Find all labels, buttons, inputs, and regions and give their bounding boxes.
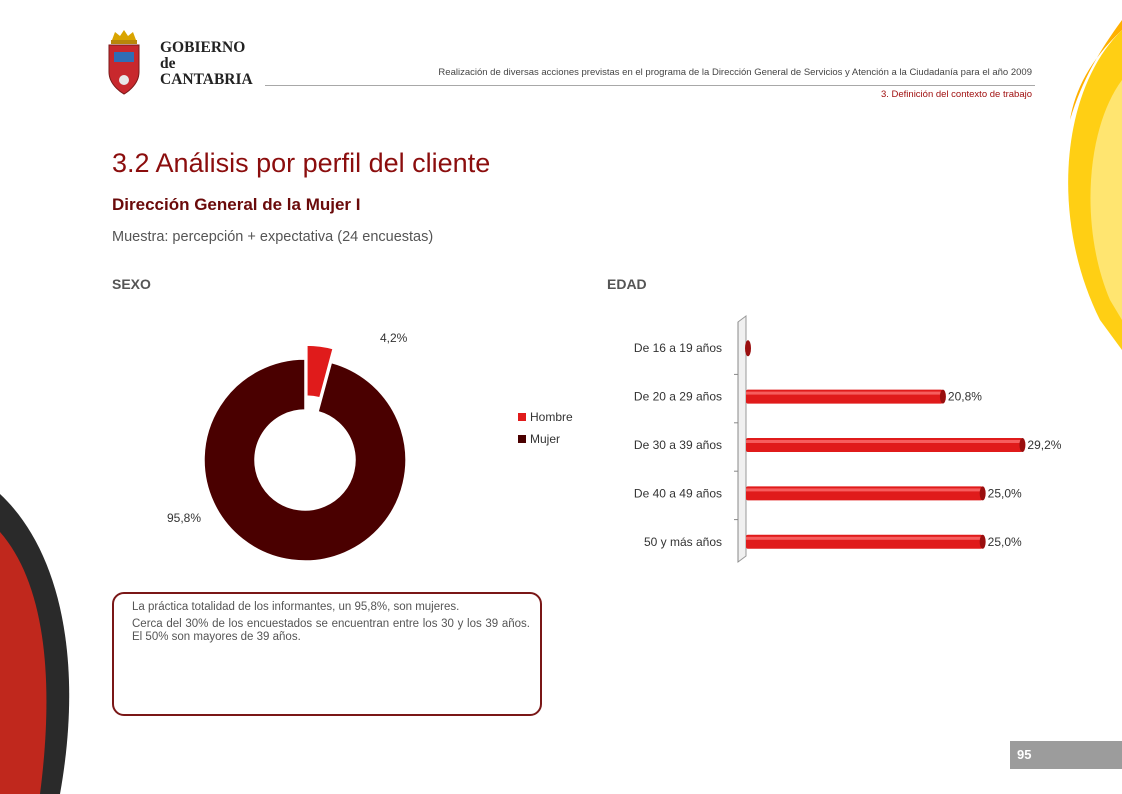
program-header-text: Realización de diversas acciones previst…	[438, 67, 1032, 78]
comment-line-1: La práctica totalidad de los informantes…	[132, 601, 460, 613]
category-label: De 16 a 19 años	[634, 341, 722, 355]
category-label: De 40 a 49 años	[634, 486, 722, 500]
coat-of-arms-icon	[108, 30, 140, 95]
sexo-chart-label: SEXO	[112, 276, 151, 292]
category-label: De 30 a 39 años	[634, 438, 722, 452]
bar-highlight	[746, 391, 943, 395]
chart-back-wall	[737, 315, 747, 563]
page-title: 3.2 Análisis por perfil del cliente	[112, 148, 491, 178]
decorative-red-arc	[0, 494, 70, 794]
category-label: 50 y más años	[644, 535, 722, 549]
bar-data-label: 20,8%	[948, 390, 982, 404]
slice-data-label: 4,2%	[380, 331, 408, 345]
legend-label-mujer: Mujer	[530, 432, 560, 446]
bar-data-label: 25,0%	[988, 486, 1022, 500]
category-label: De 20 a 29 años	[634, 390, 722, 404]
page-subtitle: Dirección General de la Mujer I	[112, 195, 361, 214]
slice-data-label: 95,8%	[167, 511, 201, 525]
decorative-yellow-ribbon	[1068, 20, 1122, 350]
page-number-bar: 95	[1010, 741, 1122, 769]
bar-data-label: 25,0%	[988, 535, 1022, 549]
doughnut-slice-mujer	[203, 358, 407, 562]
bar-end-cap	[979, 534, 986, 549]
sample-description: Muestra: percepción + expectativa (24 en…	[112, 229, 434, 245]
bar-1	[745, 340, 751, 357]
logo-line-1: GOBIERNO	[160, 39, 246, 56]
section-reference: 3. Definición del contexto de trabajo	[880, 89, 1032, 100]
sexo-doughnut-chart: 4,2% 95,8% Hombre Mujer	[167, 331, 573, 562]
bar-highlight	[746, 536, 983, 540]
edad-bar-chart: De 16 a 19 años De 20 a 29 años 20,8% De 30…	[634, 315, 1062, 563]
legend-swatch-hombre	[518, 413, 526, 421]
bar-data-label: 29,2%	[1027, 438, 1061, 452]
doughnut-slice-hombre	[306, 344, 335, 399]
legend-swatch-mujer	[518, 435, 526, 443]
edad-chart-label: EDAD	[607, 276, 647, 292]
bar-highlight	[746, 440, 1023, 443]
page-number: 95	[1017, 747, 1032, 762]
comment-box: La práctica totalidad de los informantes…	[112, 592, 542, 716]
comment-line-2: Cerca del 30% de los encuestados se encu…	[132, 618, 530, 643]
header-divider	[265, 85, 1035, 86]
bar-end-cap	[939, 389, 946, 404]
logo-line-2: de	[160, 55, 176, 72]
bar-end-cap	[979, 486, 986, 501]
legend-label-hombre: Hombre	[530, 410, 573, 424]
gobierno-cantabria-logo: GOBIERNO de CANTABRIA	[104, 28, 254, 98]
logo-line-3: CANTABRIA	[160, 71, 253, 88]
bar-end-cap	[1019, 438, 1026, 452]
bar-highlight	[746, 488, 983, 492]
